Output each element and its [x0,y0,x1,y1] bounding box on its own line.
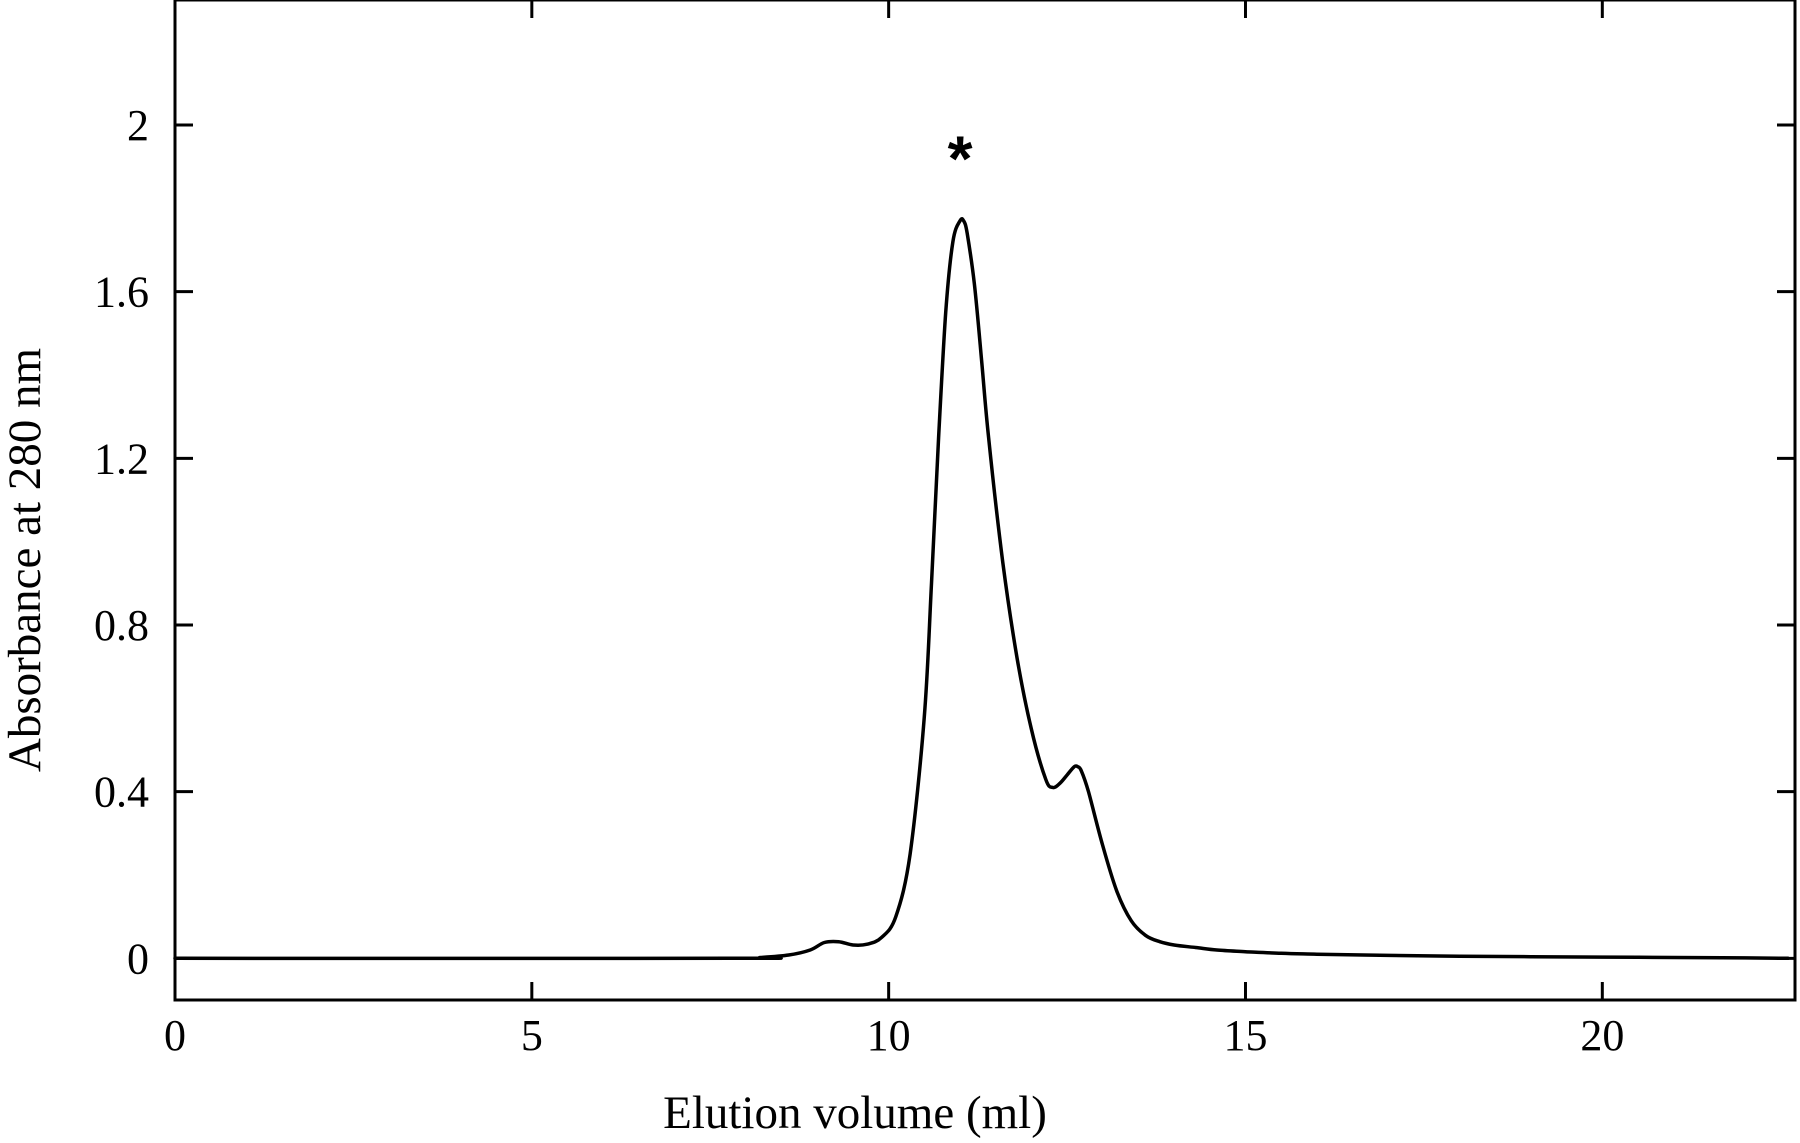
y-tick-label: 0.8 [94,601,149,650]
y-tick-label: 1.6 [94,268,149,317]
peak-annotation: * [948,122,973,194]
x-axis-title: Elution volume (ml) [663,1087,1047,1139]
x-tick-label: 10 [867,1011,911,1060]
plot-frame [173,0,1797,1002]
series-line [173,216,1790,961]
x-tick-label: 0 [164,1011,186,1060]
y-tick-label: 2 [127,101,149,150]
y-tick-label: 0 [127,934,149,983]
x-tick-label: 15 [1223,1011,1267,1060]
y-tick-label: 0.4 [94,768,149,817]
axis-tick-labels: 0 5 10 15 20 0 0.4 0.8 1.2 1.6 2 [94,101,1624,1060]
x-tick-label: 5 [521,1011,543,1060]
y-tick-label: 1.2 [94,434,149,483]
y-axis-title: Absorbance at 280 nm [0,348,51,772]
axis-ticks [173,0,1795,1000]
x-tick-label: 20 [1580,1011,1624,1060]
